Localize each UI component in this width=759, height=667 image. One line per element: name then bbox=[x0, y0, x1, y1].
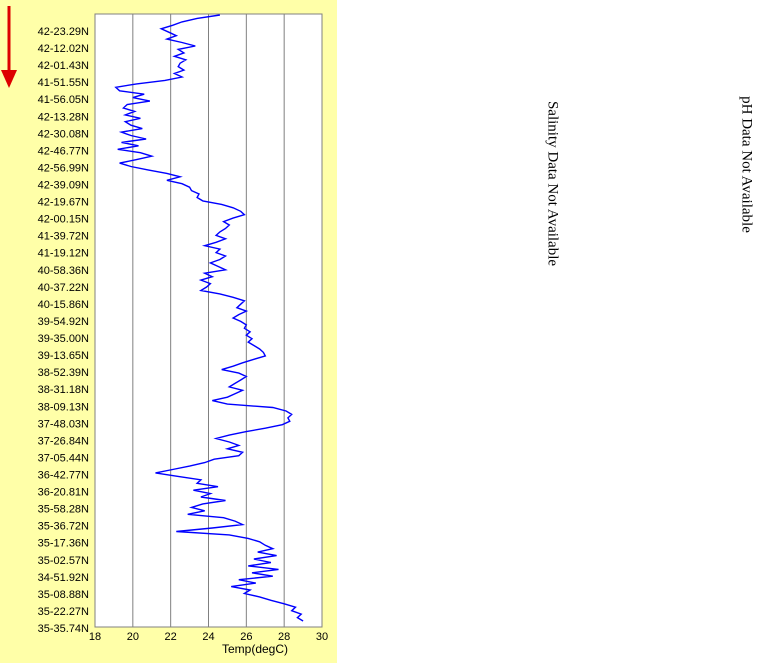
y-tick-label: 37-48.03N bbox=[38, 418, 89, 430]
y-tick-label: 38-31.18N bbox=[38, 384, 89, 396]
y-tick-label: 42-39.09N bbox=[38, 180, 89, 192]
y-tick-label: 36-42.77N bbox=[38, 469, 89, 481]
temperature-series-line bbox=[114, 14, 304, 622]
y-tick-label: 42-00.15N bbox=[38, 214, 89, 226]
y-tick-labels: 42-23.29N 42-12.02N 42-01.43N 41-51.55N 41-5… bbox=[38, 26, 89, 635]
y-tick-label: 34-51.92N bbox=[38, 572, 89, 584]
y-tick-label: 39-54.92N bbox=[38, 316, 89, 328]
y-tick-label: 40-15.86N bbox=[38, 299, 89, 311]
x-tick-label: 28 bbox=[278, 631, 290, 643]
y-tick-label: 42-13.28N bbox=[38, 111, 89, 123]
x-tick-label: 18 bbox=[89, 631, 101, 643]
y-tick-label: 40-58.36N bbox=[38, 265, 89, 277]
y-tick-label: 41-51.55N bbox=[38, 77, 89, 89]
y-tick-label: 41-56.05N bbox=[38, 94, 89, 106]
salinity-unavailable-note: Salinity Data Not Available bbox=[544, 100, 561, 267]
temperature-profile-chart: 42-23.29N 42-12.02N 42-01.43N 41-51.55N 41-5… bbox=[0, 0, 337, 663]
y-tick-label: 41-19.12N bbox=[38, 248, 89, 260]
plot-frame bbox=[94, 13, 323, 628]
y-tick-label: 35-17.36N bbox=[38, 538, 89, 550]
y-tick-label: 42-12.02N bbox=[38, 43, 89, 55]
chart-svg: 42-23.29N 42-12.02N 42-01.43N 41-51.55N 41-5… bbox=[0, 0, 337, 663]
y-tick-label: 41-39.72N bbox=[38, 231, 89, 243]
y-tick-label: 38-09.13N bbox=[38, 401, 89, 413]
x-tick-label: 24 bbox=[202, 631, 214, 643]
y-tick-label: 39-35.00N bbox=[38, 333, 89, 345]
y-tick-label: 37-26.84N bbox=[38, 435, 89, 447]
y-tick-label: 35-22.27N bbox=[38, 606, 89, 618]
x-tick-labels: 18 20 22 24 26 28 30 bbox=[89, 631, 328, 643]
y-tick-label: 42-01.43N bbox=[38, 60, 89, 72]
y-tick-label: 35-58.28N bbox=[38, 504, 89, 516]
y-tick-label: 42-46.77N bbox=[38, 145, 89, 157]
x-axis-title: Temp(degC) bbox=[222, 642, 288, 656]
y-tick-label: 35-35.74N bbox=[38, 623, 89, 635]
y-tick-label: 36-20.81N bbox=[38, 487, 89, 499]
x-tick-label: 20 bbox=[127, 631, 139, 643]
ph-unavailable-note: pH Data Not Available bbox=[738, 96, 755, 233]
x-tick-label: 26 bbox=[240, 631, 252, 643]
y-tick-label: 42-23.29N bbox=[38, 26, 89, 38]
y-tick-label: 40-37.22N bbox=[38, 282, 89, 294]
y-tick-label: 35-08.88N bbox=[38, 589, 89, 601]
scroll-down-arrow-icon bbox=[1, 6, 17, 88]
y-tick-label: 42-19.67N bbox=[38, 197, 89, 209]
y-tick-label: 35-36.72N bbox=[38, 521, 89, 533]
y-tick-label: 39-13.65N bbox=[38, 350, 89, 362]
y-tick-label: 35-02.57N bbox=[38, 555, 89, 567]
x-tick-label: 22 bbox=[165, 631, 177, 643]
y-tick-label: 42-30.08N bbox=[38, 128, 89, 140]
x-tick-label: 30 bbox=[316, 631, 328, 643]
y-tick-label: 38-52.39N bbox=[38, 367, 89, 379]
y-tick-label: 37-05.44N bbox=[38, 452, 89, 464]
y-tick-label: 42-56.99N bbox=[38, 162, 89, 174]
